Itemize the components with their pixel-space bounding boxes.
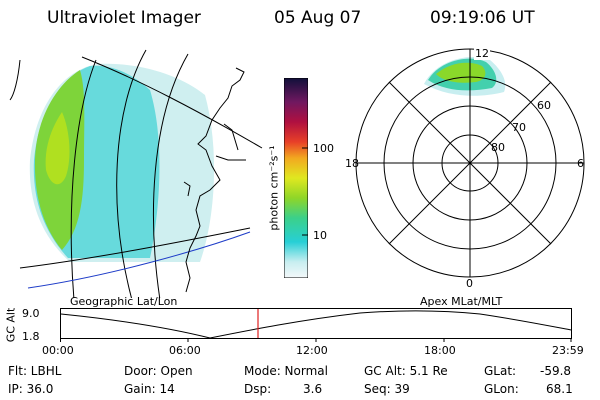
instrument-title: Ultraviolet Imager — [47, 8, 201, 28]
polar-mlt-label-6: 6 — [577, 157, 584, 170]
meridian-line — [116, 49, 147, 298]
altitude-curve — [60, 310, 572, 339]
footer-glat-label: GLat: — [484, 364, 517, 378]
timeline-xtick-0000: 00:00 — [42, 344, 74, 357]
time-label: 09:19:06 UT — [430, 8, 535, 28]
coastline — [183, 181, 191, 197]
colorbar-tick-100: 100 — [313, 142, 334, 155]
footer-gain: Gain: 14 — [124, 382, 175, 396]
colorbar-tick-10: 10 — [313, 229, 327, 242]
footer-glat-value: -59.8 — [540, 364, 572, 378]
timeline-ytick-9: 9.0 — [22, 307, 40, 320]
timeline-xtick-0600: 06:00 — [169, 344, 201, 357]
timeline-xtick-2359: 23:59 — [552, 344, 584, 357]
footer-gc-alt: GC Alt: 5.1 Re — [364, 364, 448, 378]
coastline — [215, 155, 246, 161]
meridian-line — [152, 53, 189, 298]
footer-dsp-label: Dsp: — [244, 382, 272, 396]
parallel-line — [19, 227, 251, 269]
date-label: 05 Aug 07 — [274, 8, 362, 28]
geographic-map-panel — [9, 49, 263, 298]
footer-filter: Flt: LBHL — [8, 364, 62, 378]
polar-uv-bright — [436, 62, 486, 83]
polar-lat-label-70: 70 — [512, 121, 526, 134]
footer-dsp-value: 3.6 — [303, 382, 323, 396]
footer-glon-value: 68.1 — [546, 382, 573, 396]
footer-ip: IP: 36.0 — [8, 382, 54, 396]
colorbar — [284, 78, 308, 278]
meridian-line — [70, 59, 97, 298]
apex-polar-plot — [355, 48, 585, 278]
footer-mode: Mode: Normal — [244, 364, 328, 378]
polar-mlt-label-12: 12 — [474, 47, 490, 60]
timeline-xtick-1200: 12:00 — [296, 344, 328, 357]
footer-seq: Seq: 39 — [364, 382, 410, 396]
coastline — [185, 67, 245, 293]
uv-image-core — [45, 112, 70, 185]
polar-mlt-label-18: 18 — [345, 157, 359, 170]
parallel-line — [81, 56, 263, 149]
footer-door: Door: Open — [124, 364, 193, 378]
footer-glon-label: GLon: — [484, 382, 519, 396]
timeline-xtick-1800: 18:00 — [424, 344, 456, 357]
timeline-ytick-1-8: 1.8 — [22, 330, 40, 343]
polar-lat-label-80: 80 — [491, 141, 505, 154]
mlt-line-diag — [388, 81, 552, 245]
coastline — [223, 123, 239, 151]
polar-mlt-label-0: 0 — [466, 277, 473, 290]
timeline-ylabel: GC Alt — [4, 307, 18, 343]
geographic-panel-label: Geographic Lat/Lon — [70, 295, 178, 308]
meridian-line — [9, 59, 21, 101]
magnetic-equator-line — [27, 231, 251, 289]
apex-panel-label: Apex MLat/MLT — [420, 295, 503, 308]
altitude-timeline — [60, 308, 572, 342]
colorbar-unit-label: photon cm⁻²s⁻¹ — [267, 145, 281, 231]
polar-lat-label-60: 60 — [537, 99, 551, 112]
